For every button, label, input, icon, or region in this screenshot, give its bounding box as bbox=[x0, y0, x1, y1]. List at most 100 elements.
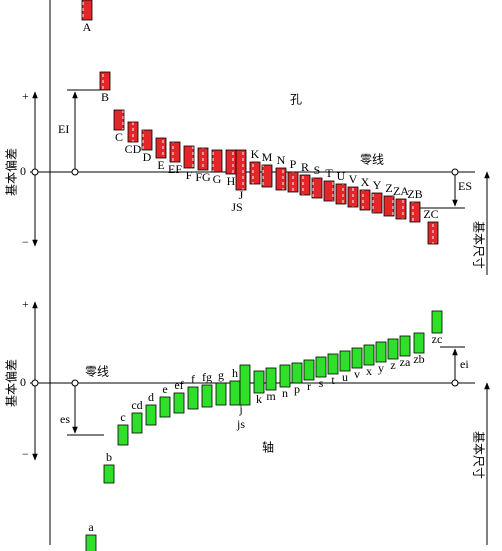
hole-zone bbox=[169, 141, 181, 163]
node bbox=[451, 379, 459, 387]
hole-zone bbox=[183, 145, 195, 169]
shaft-label: g bbox=[218, 368, 224, 382]
shaft-zone bbox=[131, 412, 143, 434]
hole-zone bbox=[311, 177, 323, 199]
hole-label: Z bbox=[385, 181, 392, 195]
hole-label: P bbox=[290, 157, 297, 171]
hole-zone bbox=[427, 221, 439, 245]
hole-label: R bbox=[301, 160, 309, 174]
shaft-label: a bbox=[88, 520, 94, 534]
shaft-zone bbox=[265, 367, 277, 391]
hole-label: J bbox=[239, 188, 244, 202]
node bbox=[31, 168, 39, 176]
shaft-zone bbox=[327, 353, 339, 375]
shaft-zone bbox=[159, 396, 171, 418]
shaft-label: k bbox=[256, 392, 262, 406]
shaft-zone bbox=[431, 310, 443, 334]
shaft-label: s bbox=[319, 376, 324, 390]
shaft-zone bbox=[291, 362, 303, 384]
shaft-zone bbox=[117, 424, 129, 446]
hole-zone bbox=[197, 147, 209, 171]
hole-label: FG bbox=[195, 170, 211, 184]
hole-label: B bbox=[101, 90, 109, 104]
hole-zone bbox=[335, 183, 347, 205]
hole-label: X bbox=[361, 175, 370, 189]
node bbox=[451, 168, 459, 176]
hole-label: A bbox=[83, 20, 92, 34]
hole-label: E bbox=[157, 158, 164, 172]
shaft-zone bbox=[315, 356, 327, 378]
shaft-zone bbox=[339, 350, 351, 372]
hole-zone bbox=[113, 109, 125, 131]
axis-label: 基本偏差 bbox=[4, 359, 19, 407]
hole-zone bbox=[235, 149, 247, 191]
shaft-label: js bbox=[236, 417, 245, 431]
hole-zone bbox=[225, 149, 237, 175]
zero-line-label: 零线 bbox=[360, 153, 384, 167]
hole-label: F bbox=[186, 168, 193, 182]
hole-zone bbox=[127, 121, 139, 143]
zero: 0 bbox=[20, 164, 26, 178]
hole-label: T bbox=[325, 166, 333, 180]
hole-zone bbox=[249, 161, 261, 185]
shaft-zone bbox=[375, 341, 387, 363]
hole-zone bbox=[275, 167, 287, 191]
hole-label: V bbox=[349, 172, 358, 186]
hole-label: D bbox=[143, 150, 152, 164]
shaft-label: zb bbox=[413, 352, 424, 366]
minus: − bbox=[22, 235, 29, 249]
shaft-zone bbox=[239, 364, 251, 406]
shaft-label: t bbox=[331, 373, 335, 387]
hole-label: K bbox=[251, 147, 260, 161]
hole-zone bbox=[141, 129, 153, 151]
hole-zone bbox=[409, 201, 421, 223]
shaft-label: fg bbox=[202, 370, 212, 384]
shaft-label: za bbox=[400, 355, 411, 369]
shaft-zone bbox=[187, 386, 199, 410]
shaft-zone bbox=[413, 332, 425, 354]
shaft-label: e bbox=[162, 382, 167, 396]
shaft-label: cd bbox=[131, 398, 142, 412]
hole-label: M bbox=[262, 150, 273, 164]
shaft-zone bbox=[145, 404, 157, 426]
shaft-label: z bbox=[390, 358, 395, 372]
shaft-zone bbox=[351, 347, 363, 369]
node bbox=[71, 168, 79, 176]
shaft-zone bbox=[201, 384, 213, 408]
hole-label: U bbox=[337, 169, 346, 183]
dev-label: es bbox=[60, 412, 70, 426]
hole-zone bbox=[395, 198, 407, 220]
hole-zone bbox=[155, 137, 167, 159]
shaft-zone bbox=[215, 382, 227, 406]
shaft-label: ef bbox=[174, 378, 183, 392]
shaft-label: u bbox=[342, 370, 348, 384]
shaft-zone bbox=[173, 392, 185, 414]
axis-label: 基本偏差 bbox=[4, 148, 19, 196]
dev-label: ei bbox=[460, 357, 469, 371]
plus: + bbox=[22, 297, 29, 311]
shaft-label: j bbox=[238, 402, 242, 416]
hole-label: H bbox=[227, 174, 236, 188]
shaft-zone bbox=[399, 335, 411, 357]
node bbox=[31, 379, 39, 387]
shaft-zone bbox=[279, 364, 291, 388]
hole-zone bbox=[347, 186, 359, 208]
dev-label: EI bbox=[58, 122, 69, 136]
shaft-label: p bbox=[294, 382, 300, 396]
node bbox=[71, 379, 79, 387]
hole-label: ZC bbox=[423, 207, 438, 221]
shaft-zone bbox=[103, 464, 115, 484]
size-label: 基本尺寸 bbox=[472, 431, 486, 479]
zero: 0 bbox=[20, 375, 26, 389]
shaft-label: d bbox=[148, 390, 154, 404]
shaft-label: m bbox=[266, 389, 276, 403]
hole-label: G bbox=[213, 172, 222, 186]
shaft-zone bbox=[253, 370, 265, 394]
shaft-label: x bbox=[366, 364, 372, 378]
shaft-label: b bbox=[106, 450, 112, 464]
hole-zone bbox=[99, 71, 111, 91]
hole-zone bbox=[299, 174, 311, 196]
hole-label: C bbox=[115, 130, 123, 144]
hole-label: ZA bbox=[393, 184, 409, 198]
